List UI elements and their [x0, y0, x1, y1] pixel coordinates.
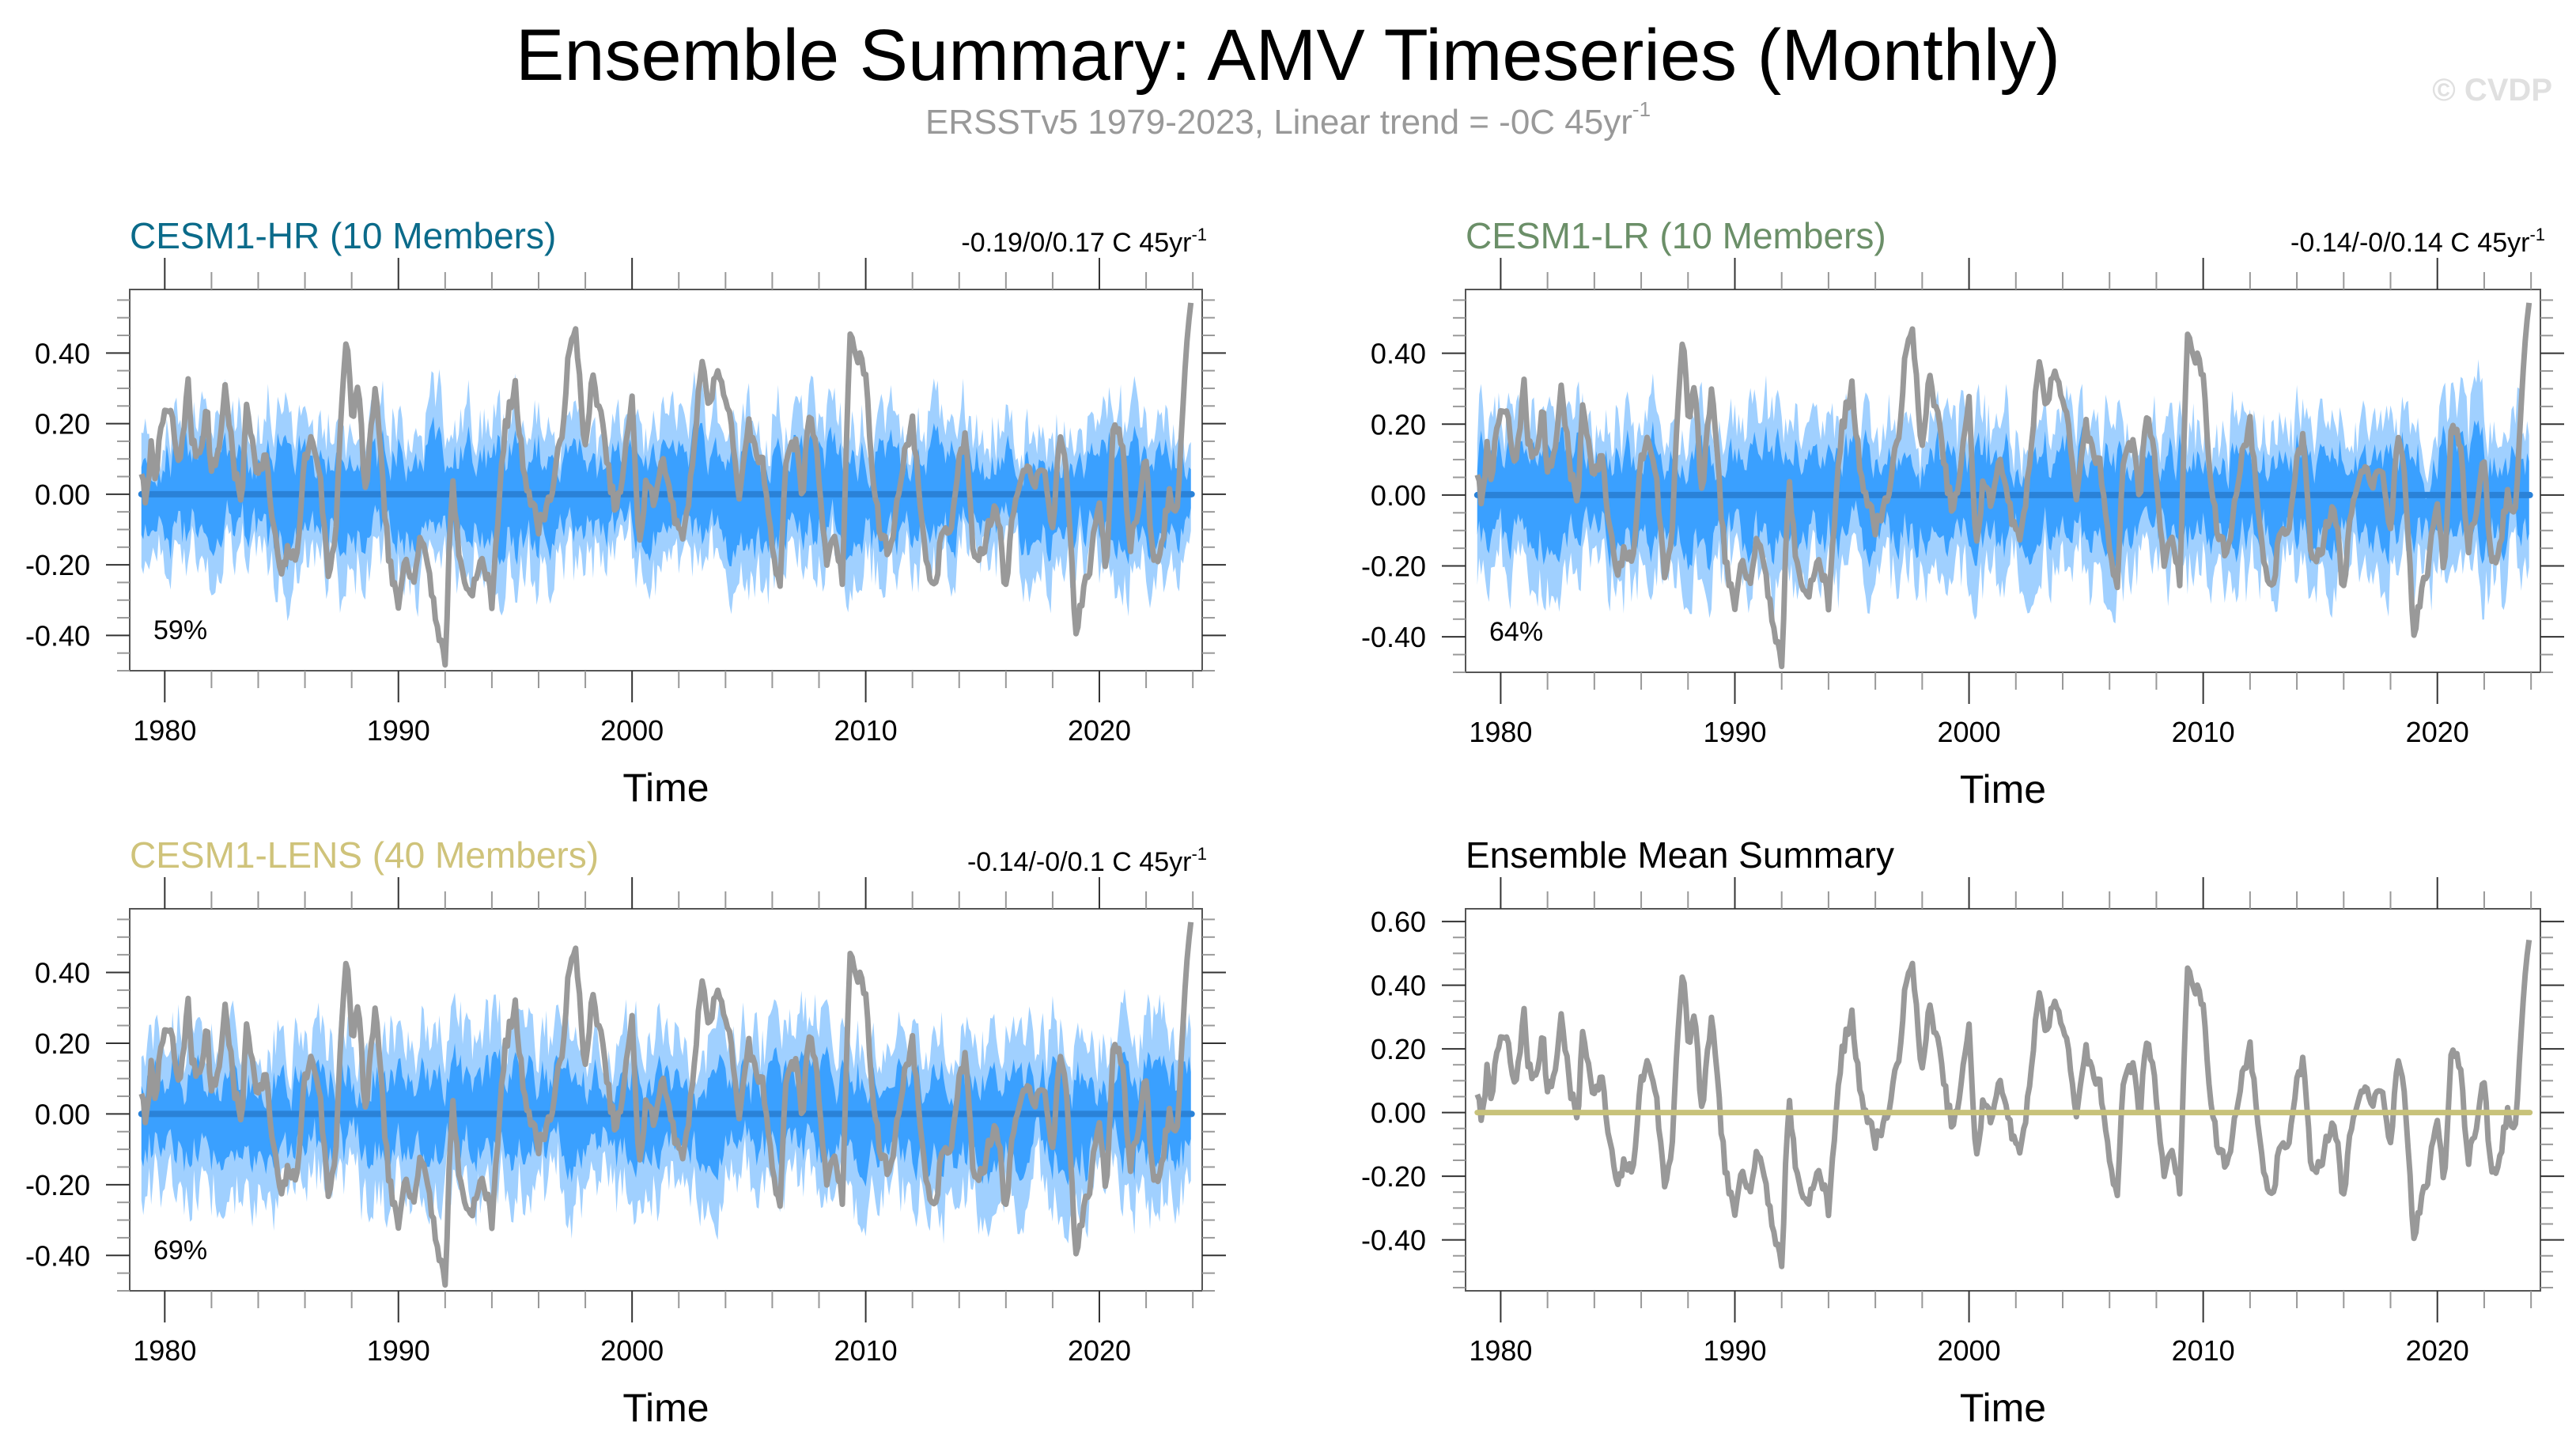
y-tick-label: -0.20: [1361, 1160, 1426, 1193]
y-tick-label: 0.20: [35, 408, 90, 441]
x-tick-label: 2000: [600, 1334, 664, 1367]
plot-frame: [129, 289, 1203, 672]
y-tick-label: 0.40: [1371, 970, 1426, 1002]
x-tick-label: 1980: [1469, 1334, 1532, 1367]
panel-title: CESM1-HR (10 Members): [130, 215, 556, 256]
trend-label: -0.19/0/0.17 C 45yr-1: [961, 225, 1207, 258]
y-tick-label: -0.20: [25, 1169, 90, 1201]
y-tick-label: 0.00: [1371, 479, 1426, 512]
x-tick-label: 1990: [1703, 716, 1766, 748]
x-tick-label: 1990: [367, 1334, 430, 1367]
x-axis-title: Time: [622, 766, 709, 810]
panel-title: CESM1-LENS (40 Members): [130, 834, 599, 876]
y-tick-label: -0.20: [1361, 550, 1426, 583]
x-tick-label: 2010: [2172, 1334, 2235, 1367]
percent-within-band-label: 69%: [153, 1235, 207, 1266]
x-tick-label: 2010: [834, 1334, 898, 1367]
y-tick-label: 0.20: [35, 1027, 90, 1060]
y-tick-label: -0.40: [1361, 621, 1426, 653]
panel-title: CESM1-LR (10 Members): [1466, 215, 1886, 256]
trend-label: -0.14/-0/0.14 C 45yr-1: [2290, 225, 2545, 258]
observed-line: [1474, 939, 2532, 1269]
x-tick-label: 2020: [2406, 1334, 2469, 1367]
x-tick-label: 2000: [600, 714, 664, 747]
x-axis-title: Time: [1960, 767, 2046, 812]
observed-line: [138, 921, 1194, 1288]
trend-value: -0.14/-0/0.14 C 45yr: [2290, 228, 2529, 258]
trend-value: -0.19/0/0.17 C 45yr: [961, 228, 1191, 258]
observed-line: [1474, 302, 2532, 670]
plot-frame: [1465, 908, 2541, 1292]
trend-superscript: -1: [1191, 844, 1207, 864]
subtitle-text: ERSSTv5 1979-2023, Linear trend = -0C 45…: [925, 103, 1632, 142]
x-axis-title: Time: [1960, 1386, 2046, 1430]
y-tick-label: 0.00: [35, 1098, 90, 1130]
figure-subtitle: ERSSTv5 1979-2023, Linear trend = -0C 45…: [0, 99, 2576, 142]
y-tick-label: 0.40: [1371, 338, 1426, 370]
y-tick-label: -0.40: [1361, 1224, 1426, 1257]
observed-line: [138, 302, 1194, 668]
panel-ensemble-mean-summary: Ensemble Mean Summary -0.40 -0.20 0.00 0.20 0…: [1361, 834, 2564, 1430]
figure-title: Ensemble Summary: AMV Timeseries (Monthl…: [516, 15, 2060, 96]
x-tick-label: 1980: [133, 714, 196, 747]
x-tick-label: 1990: [1703, 1334, 1766, 1367]
y-tick-label: 0.00: [1371, 1097, 1426, 1129]
percent-within-band-label: 64%: [1489, 617, 1543, 647]
cvdp-watermark: © CVDP: [2432, 73, 2552, 108]
x-tick-label: 2010: [834, 714, 898, 747]
y-tick-label: 0.40: [35, 957, 90, 989]
panel-cesm1-hr: CESM1-HR (10 Members) -0.19/0/0.17 C 45yr…: [25, 215, 1226, 810]
y-tick-label: 0.20: [1371, 1033, 1426, 1065]
y-tick-label: 0.20: [1371, 408, 1426, 441]
x-axis-title: Time: [622, 1386, 709, 1430]
x-tick-label: 2020: [1068, 1334, 1131, 1367]
y-tick-label: -0.20: [25, 549, 90, 581]
panel-cesm1-lr: CESM1-LR (10 Members) -0.14/-0/0.14 C 45y…: [1361, 215, 2564, 812]
y-tick-label: -0.40: [25, 619, 90, 652]
x-tick-label: 1980: [1469, 716, 1532, 748]
y-tick-label: -0.40: [25, 1239, 90, 1272]
plot-frame: [1465, 289, 2541, 673]
plot-frame: [129, 908, 1203, 1292]
trend-value: -0.14/-0/0.1 C 45yr: [967, 847, 1191, 877]
x-tick-label: 2010: [2172, 716, 2235, 748]
x-tick-label: 2000: [1938, 716, 2001, 748]
panel-cesm1-lens: CESM1-LENS (40 Members) -0.14/-0/0.1 C 45…: [25, 834, 1226, 1430]
x-tick-label: 2000: [1938, 1334, 2001, 1367]
x-tick-label: 2020: [2406, 716, 2469, 748]
panel-title: Ensemble Mean Summary: [1466, 834, 1894, 876]
x-tick-label: 2020: [1068, 714, 1131, 747]
y-tick-label: 0.00: [35, 479, 90, 511]
subtitle-superscript: -1: [1632, 97, 1651, 121]
y-tick-label: 0.40: [35, 337, 90, 369]
trend-superscript: -1: [2529, 225, 2545, 244]
x-tick-label: 1980: [133, 1334, 196, 1367]
trend-superscript: -1: [1191, 225, 1207, 244]
x-tick-label: 1990: [367, 714, 430, 747]
percent-within-band-label: 59%: [153, 615, 207, 645]
trend-label: -0.14/-0/0.1 C 45yr-1: [967, 844, 1207, 877]
y-tick-label: 0.60: [1371, 906, 1426, 938]
